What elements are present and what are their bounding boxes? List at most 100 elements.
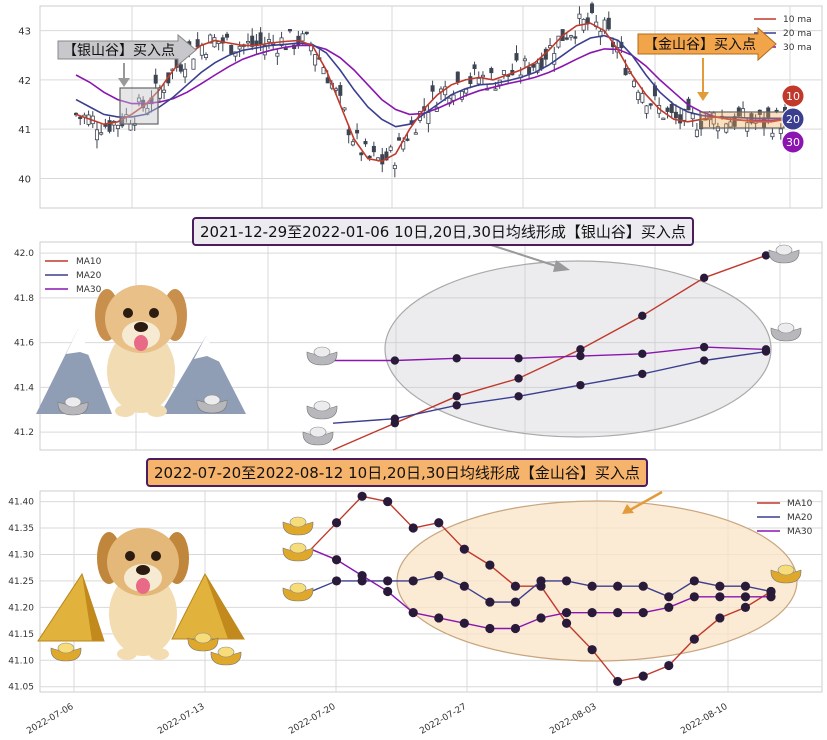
series-line-ma10 bbox=[332, 254, 767, 451]
series-point bbox=[434, 571, 444, 581]
candle-body bbox=[78, 116, 83, 120]
y-tick-label: 41.10 bbox=[8, 656, 34, 666]
candle-body bbox=[191, 58, 196, 70]
candle-body bbox=[262, 45, 267, 56]
legend-label: 30 ma bbox=[783, 43, 812, 53]
series-point bbox=[383, 586, 393, 597]
dog-illustration bbox=[97, 528, 189, 660]
series-point bbox=[576, 345, 585, 354]
candle-body bbox=[413, 132, 418, 135]
series-point bbox=[587, 645, 597, 655]
ma-badge-20 bbox=[781, 107, 805, 131]
series-point bbox=[390, 356, 400, 365]
series-point bbox=[514, 374, 523, 383]
candle-body bbox=[590, 3, 595, 13]
y-tick-label: 41.40 bbox=[8, 498, 34, 508]
y-tick-label: 41.05 bbox=[8, 683, 34, 693]
silver-ingot-icon bbox=[768, 244, 800, 264]
mountain-snow-cap bbox=[194, 336, 220, 362]
overview-chart-panel: 43 42 41 40 10 ma 20 ma 30 ma 【银山谷】买入点 【金山谷】买入点 1… bbox=[0, 0, 827, 212]
series-point bbox=[357, 571, 367, 581]
gold-ingot-icon bbox=[210, 646, 242, 666]
candle-body bbox=[455, 71, 460, 83]
y-tick-label: 41 bbox=[18, 125, 31, 136]
candle-body bbox=[766, 107, 771, 118]
candle-body bbox=[711, 112, 716, 125]
candle-body bbox=[266, 39, 271, 43]
valley-highlight-ellipse bbox=[396, 500, 798, 662]
silver-label-arrow-icon bbox=[57, 33, 197, 67]
candle-body bbox=[199, 44, 204, 56]
series-point bbox=[587, 581, 597, 591]
pointer-arrow-icon bbox=[487, 243, 557, 267]
candle-body bbox=[552, 53, 557, 65]
candle-body bbox=[136, 97, 141, 103]
candle-body bbox=[229, 44, 234, 55]
candle-body bbox=[338, 85, 343, 96]
series-point bbox=[740, 602, 751, 612]
y-tick-label: 41.6 bbox=[14, 339, 34, 349]
gold-valley-title: 2022-07-20至2022-08-12 10日,20日,30日均线形成【金山… bbox=[146, 458, 648, 487]
series-point bbox=[638, 349, 647, 359]
series-point bbox=[664, 602, 674, 612]
series-point bbox=[561, 618, 572, 628]
candle-body bbox=[183, 68, 188, 78]
series-point bbox=[689, 576, 699, 586]
silver-down-arrowhead-icon bbox=[118, 78, 130, 87]
series-point bbox=[561, 608, 572, 618]
series-point bbox=[699, 356, 709, 365]
candle-body bbox=[573, 36, 578, 39]
candle-body bbox=[476, 77, 481, 85]
legend-label: MA30 bbox=[787, 527, 813, 537]
candle-body bbox=[644, 105, 649, 114]
series-point bbox=[699, 342, 709, 352]
candle-body bbox=[648, 103, 653, 106]
candle-body bbox=[472, 64, 477, 70]
series-point bbox=[587, 608, 597, 618]
mountain-snow-cap bbox=[66, 329, 92, 356]
candle-body bbox=[690, 113, 695, 120]
series-point bbox=[408, 576, 418, 586]
silver-valley-chart: 42.0 41.8 41.6 41.4 41.2 MA10 MA20 MA30 bbox=[14, 241, 823, 451]
series-point bbox=[561, 576, 572, 586]
candle-body bbox=[115, 124, 120, 130]
candle-body bbox=[514, 53, 519, 61]
candle-body bbox=[678, 114, 683, 124]
gold-ingot-icon bbox=[50, 642, 82, 662]
candle-body bbox=[715, 126, 720, 132]
candle-body bbox=[283, 47, 288, 51]
series-point bbox=[434, 613, 444, 623]
series-point bbox=[383, 496, 393, 507]
series-point bbox=[740, 581, 751, 591]
silver-ingot-icon bbox=[57, 396, 89, 416]
series-point bbox=[485, 623, 495, 634]
gold-down-arrowhead-icon bbox=[697, 92, 709, 101]
pointer-arrowhead-icon bbox=[622, 504, 634, 514]
series-point bbox=[689, 592, 699, 602]
series-point bbox=[485, 597, 495, 607]
series-point bbox=[761, 345, 771, 354]
candle-body bbox=[304, 31, 309, 35]
candle-body bbox=[94, 129, 99, 141]
silver-ingot-icon bbox=[306, 400, 338, 420]
candle-body bbox=[636, 91, 641, 101]
gold-ingot-icon bbox=[187, 632, 219, 652]
series-point bbox=[761, 251, 771, 260]
silver-valley-title: 2021-12-29至2022-01-06 10日,20日,30日均线形成【银山… bbox=[192, 217, 694, 246]
legend-label: MA30 bbox=[76, 285, 102, 295]
legend-label: MA10 bbox=[787, 499, 813, 509]
candle-body bbox=[480, 74, 485, 78]
gold-ingot-icon bbox=[282, 542, 314, 562]
x-tick-label: 2022-07-13 bbox=[156, 702, 206, 737]
candle-body bbox=[392, 164, 397, 170]
series-point bbox=[383, 576, 393, 586]
series-point bbox=[452, 401, 461, 410]
series-point bbox=[459, 618, 469, 628]
series-point bbox=[390, 414, 400, 423]
silver-valley-box bbox=[119, 87, 159, 125]
gold-valley-box bbox=[699, 111, 785, 129]
candle-body bbox=[451, 94, 456, 101]
ma-badge-label: 10 bbox=[786, 90, 800, 103]
silver-valley-panel: 42.0 41.8 41.6 41.4 41.2 MA10 MA20 MA30 bbox=[0, 214, 827, 454]
series-point bbox=[510, 623, 521, 634]
